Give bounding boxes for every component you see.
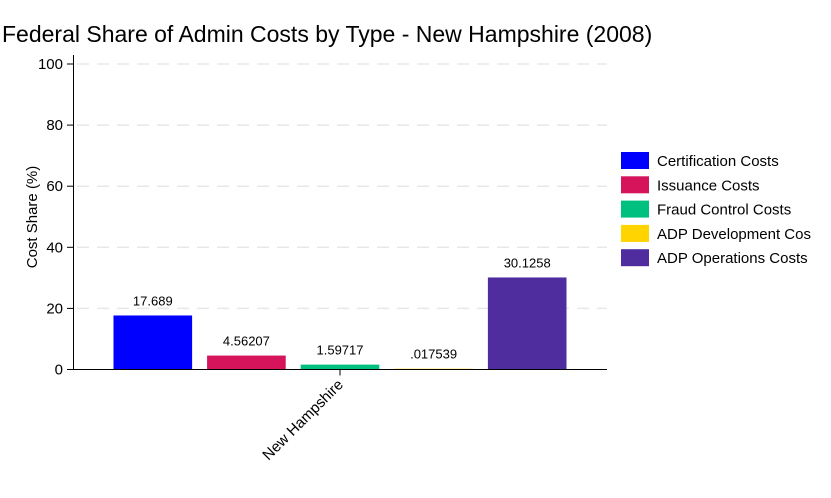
bar	[207, 355, 286, 370]
y-tick-label: 80	[46, 117, 63, 134]
legend-label: ADP Development Cos	[657, 226, 811, 243]
legend-swatch	[621, 224, 649, 242]
bars	[113, 277, 567, 370]
data-label: 30.1258	[504, 255, 551, 270]
y-tick-label: 0	[55, 362, 63, 379]
data-labels: 17.689 4.56207 1.59717 .017539 30.1258	[133, 255, 551, 361]
legend-label: Fraud Control Costs	[657, 202, 791, 219]
x-categories: New Hampshire	[259, 369, 347, 464]
legend-swatch	[621, 200, 649, 218]
data-label: 1.59717	[317, 343, 364, 358]
legend: Certification Costs Issuance Costs Fraud C…	[621, 152, 811, 267]
y-tick-label: 60	[46, 178, 63, 195]
x-category-label: New Hampshire	[259, 376, 346, 463]
legend-swatch	[621, 249, 649, 267]
data-label: 17.689	[133, 293, 173, 308]
y-axis-label: Cost Share (%)	[24, 166, 41, 269]
y-tick-label: 40	[46, 239, 63, 256]
y-tick-label: 20	[46, 300, 63, 317]
bar	[487, 277, 567, 370]
legend-label: Certification Costs	[657, 153, 779, 170]
data-label: 4.56207	[223, 334, 270, 349]
grid	[77, 63, 607, 310]
legend-swatch	[621, 152, 649, 169]
bar	[300, 364, 380, 370]
legend-label: Issuance Costs	[657, 177, 760, 194]
y-tick-label: 100	[38, 56, 63, 73]
chart-title: Federal Share of Admin Costs by Type - N…	[2, 21, 652, 47]
bar	[113, 315, 193, 370]
data-label: .017539	[410, 347, 457, 362]
legend-swatch	[621, 176, 649, 194]
legend-label: ADP Operations Costs	[657, 250, 808, 267]
y-axis: 0 20 40 60 80 100	[38, 56, 73, 379]
